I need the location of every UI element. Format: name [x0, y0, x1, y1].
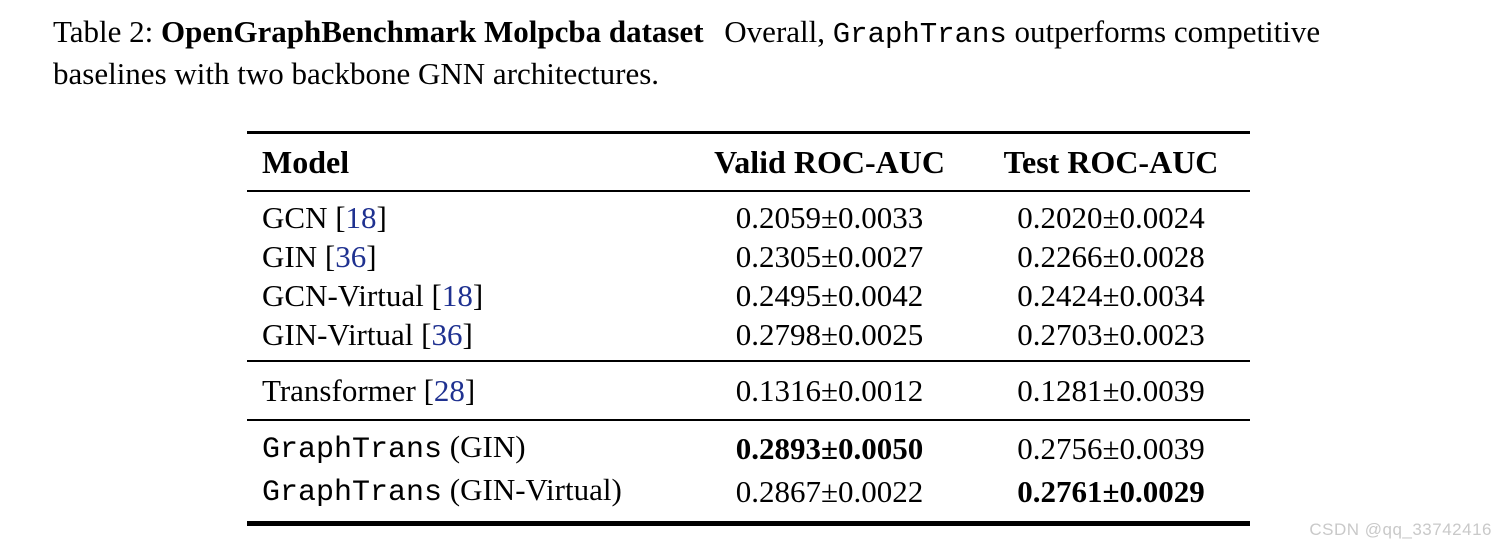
caption-text-line2: baselines with two backbone GNN architec…: [53, 56, 660, 91]
valid-roc-auc-cell-best: 0.2893±0.0050: [735, 431, 924, 466]
valid-roc-auc-cell: 0.2059±0.0033: [735, 200, 924, 235]
table-caption: Table 2: OpenGraphBenchmark Molpcba data…: [53, 12, 1468, 93]
test-roc-auc-cell: 0.1281±0.0039: [1017, 373, 1205, 408]
citation-link[interactable]: 36: [431, 317, 463, 352]
model-cell: GraphTrans (GIN-Virtual): [262, 472, 622, 510]
caption-text: Overall,: [724, 14, 826, 49]
citation-link[interactable]: 18: [345, 200, 377, 235]
citation-link[interactable]: 18: [441, 278, 473, 313]
valid-roc-auc-cell: 0.2867±0.0022: [735, 474, 924, 509]
model-cell: Transformer [28]: [262, 373, 476, 408]
column-header-model: Model: [262, 143, 350, 180]
valid-roc-auc-cell: 0.1316±0.0012: [735, 373, 924, 408]
column-header-test-roc-auc: Test ROC-AUC: [1003, 143, 1219, 180]
baseline-gnn-group: GCN [18] 0.2059±0.0033 0.2020±0.0024 GIN…: [247, 191, 1250, 361]
caption-graphtrans-term: GraphTrans: [832, 18, 1007, 51]
test-roc-auc-cell: 0.2756±0.0039: [1017, 431, 1205, 466]
citation-link[interactable]: 28: [433, 373, 465, 408]
column-header-valid-roc-auc: Valid ROC-AUC: [714, 143, 945, 180]
transformer-group: Transformer [28] 0.1316±0.0012 0.1281±0.…: [247, 361, 1250, 420]
caption-text: outperforms competitive: [1014, 14, 1321, 49]
caption-label: Table 2:: [53, 14, 154, 49]
table-row: Transformer [28] 0.1316±0.0012 0.1281±0.…: [247, 361, 1250, 420]
table-row: GraphTrans (GIN) 0.2893±0.0050 0.2756±0.…: [247, 420, 1250, 470]
paper-table: Model Valid ROC-AUC Test ROC-AUC GCN [18…: [247, 131, 1250, 526]
test-roc-auc-cell: 0.2703±0.0023: [1017, 317, 1205, 352]
test-roc-auc-cell: 0.2424±0.0034: [1017, 278, 1205, 313]
model-cell: GraphTrans (GIN): [262, 429, 526, 467]
valid-roc-auc-cell: 0.2495±0.0042: [735, 278, 924, 313]
table-header-row: Model Valid ROC-AUC Test ROC-AUC: [247, 133, 1250, 192]
watermark: CSDN @qq_33742416: [1309, 520, 1492, 539]
caption-title: OpenGraphBenchmark Molpcba dataset: [161, 14, 704, 49]
valid-roc-auc-cell: 0.2798±0.0025: [735, 317, 924, 352]
valid-roc-auc-cell: 0.2305±0.0027: [735, 239, 924, 274]
citation-link[interactable]: 36: [335, 239, 367, 274]
table-header-row: Model Valid ROC-AUC Test ROC-AUC: [247, 133, 1250, 192]
model-cell: GIN [36]: [262, 239, 377, 274]
model-cell: GIN-Virtual [36]: [262, 317, 473, 352]
graphtrans-model-name: GraphTrans: [262, 476, 443, 510]
table-row: GCN [18] 0.2059±0.0033 0.2020±0.0024: [247, 191, 1250, 237]
model-cell: GCN-Virtual [18]: [262, 278, 484, 313]
table-row: GIN-Virtual [36] 0.2798±0.0025 0.2703±0.…: [247, 315, 1250, 361]
model-cell: GCN [18]: [262, 200, 387, 235]
test-roc-auc-cell: 0.2266±0.0028: [1017, 239, 1205, 274]
table-row: GIN [36] 0.2305±0.0027 0.2266±0.0028: [247, 237, 1250, 276]
test-roc-auc-cell-best: 0.2761±0.0029: [1017, 474, 1205, 509]
table-row: GCN-Virtual [18] 0.2495±0.0042 0.2424±0.…: [247, 276, 1250, 315]
table-row: GraphTrans (GIN-Virtual) 0.2867±0.0022 0…: [247, 470, 1250, 524]
graphtrans-group: GraphTrans (GIN) 0.2893±0.0050 0.2756±0.…: [247, 420, 1250, 524]
graphtrans-model-name: GraphTrans: [262, 433, 443, 467]
test-roc-auc-cell: 0.2020±0.0024: [1017, 200, 1205, 235]
